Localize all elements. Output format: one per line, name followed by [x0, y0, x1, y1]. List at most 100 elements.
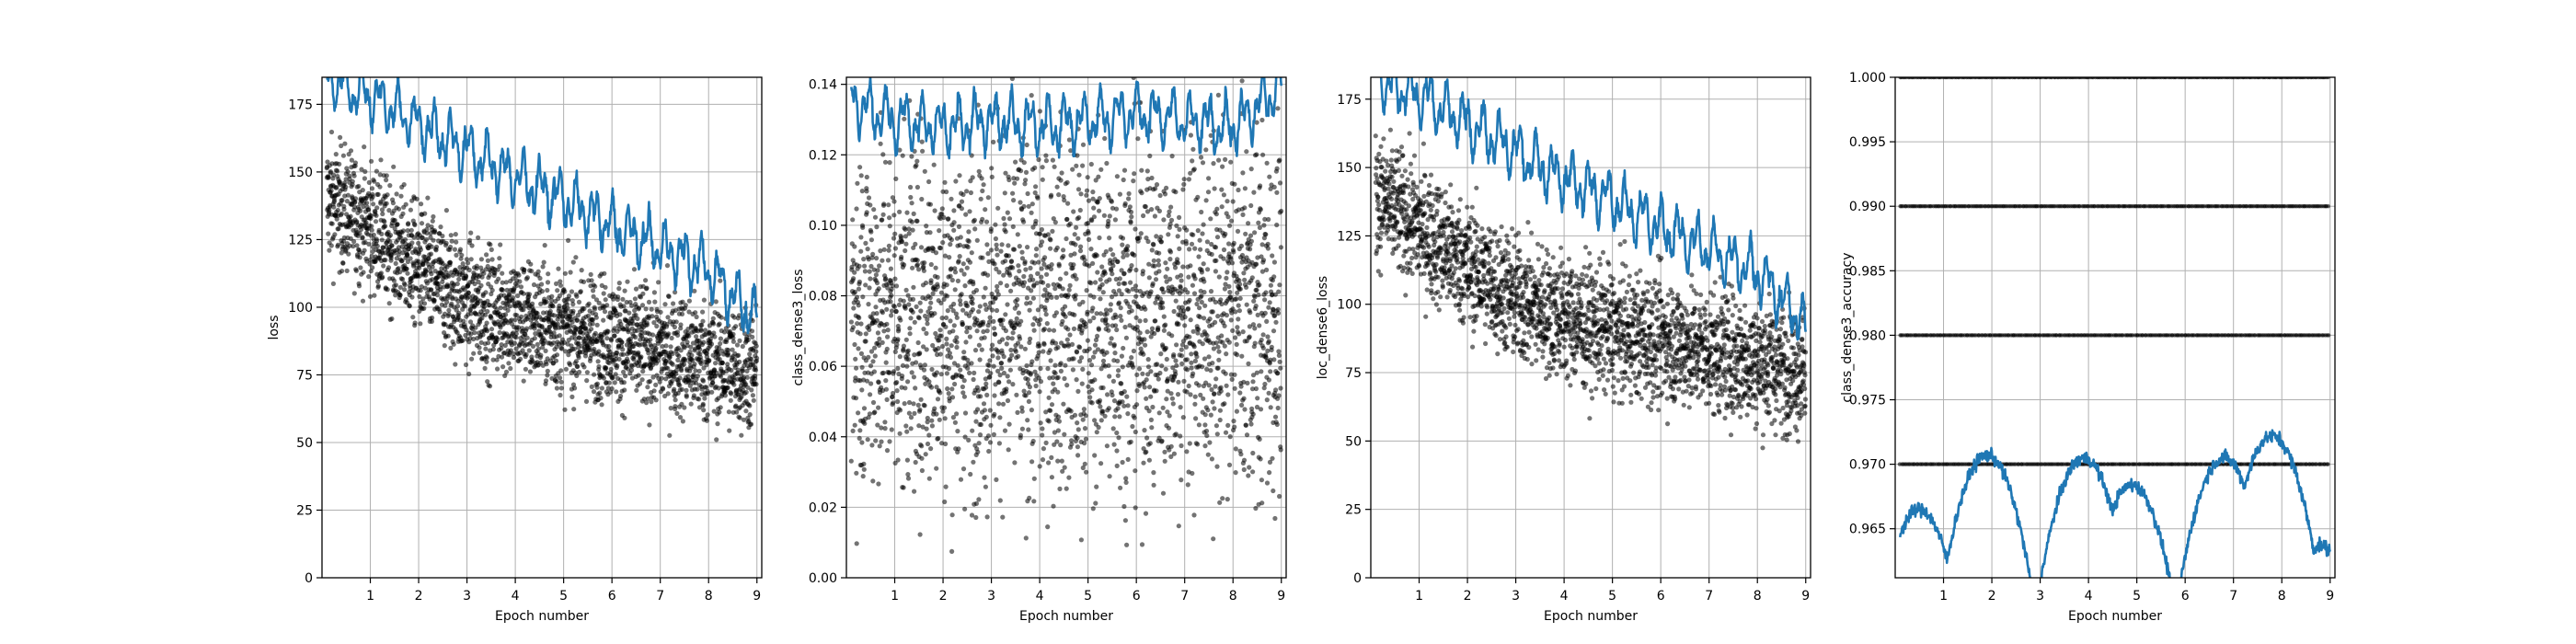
- scatter-point: [908, 316, 914, 321]
- scatter-point: [1018, 432, 1023, 438]
- scatter-point: [632, 307, 638, 314]
- scatter-point: [739, 394, 744, 399]
- scatter-point: [1144, 209, 1151, 214]
- scatter-point: [1155, 362, 1160, 367]
- scatter-point: [384, 173, 389, 178]
- scatter-point: [1200, 231, 1205, 236]
- scatter-point: [1043, 158, 1049, 164]
- scatter-point: [955, 362, 960, 368]
- scatter-point: [583, 398, 590, 404]
- scatter-point: [863, 240, 868, 246]
- x-tick-label: 3: [463, 589, 471, 604]
- scatter-point: [1212, 186, 1217, 191]
- scatter-point: [1009, 352, 1015, 358]
- scatter-point: [1087, 236, 1092, 242]
- scatter-point: [1023, 267, 1029, 272]
- scatter-point: [633, 334, 638, 340]
- scatter-point: [1106, 406, 1111, 411]
- scatter-point: [880, 152, 886, 157]
- scatter-point: [579, 268, 584, 273]
- y-tick-label: 125: [288, 233, 313, 247]
- scatter-point: [1073, 242, 1078, 247]
- scatter-point: [451, 341, 456, 347]
- scatter-point: [476, 235, 481, 240]
- scatter-point: [409, 240, 415, 246]
- y-tick-label: 0: [305, 571, 313, 586]
- scatter-point: [1179, 342, 1185, 348]
- scatter-point: [1078, 355, 1085, 361]
- scatter-point: [1220, 164, 1225, 169]
- scatter-point: [1090, 190, 1096, 195]
- scatter-point: [360, 298, 366, 304]
- x-tick-label: 2: [415, 589, 423, 604]
- scatter-point: [1195, 194, 1201, 200]
- scatter-point: [331, 172, 337, 178]
- scatter-point: [850, 217, 856, 223]
- scatter-point: [1084, 288, 1089, 293]
- scatter-point: [1015, 232, 1020, 237]
- scatter-point: [1051, 374, 1056, 380]
- scatter-point: [1190, 470, 1195, 477]
- scatter-point: [1158, 235, 1164, 240]
- scatter-point: [960, 374, 965, 380]
- scatter-point: [374, 213, 379, 218]
- scatter-point: [945, 385, 950, 392]
- scatter-point: [420, 296, 426, 302]
- scatter-point: [1168, 391, 1174, 397]
- scatter-point: [1048, 246, 1053, 251]
- scatter-point: [710, 321, 717, 327]
- scatter-point: [863, 331, 868, 337]
- scatter-point: [392, 217, 397, 224]
- scatter-point: [1216, 157, 1222, 163]
- scatter-point: [991, 318, 996, 324]
- scatter-point: [1143, 317, 1148, 323]
- scatter-point: [592, 346, 597, 352]
- scatter-point: [857, 315, 862, 321]
- scatter-point: [864, 210, 869, 215]
- scatter-point: [1149, 425, 1155, 431]
- scatter-point: [1134, 388, 1140, 394]
- scatter-point: [443, 240, 449, 246]
- scatter-point: [868, 202, 873, 208]
- scatter-point: [453, 232, 458, 237]
- scatter-point: [653, 397, 659, 403]
- scatter-point: [646, 351, 651, 356]
- scatter-point: [904, 210, 910, 215]
- scatter-point: [899, 235, 904, 240]
- scatter-point: [1096, 327, 1101, 332]
- scatter-point: [745, 385, 751, 390]
- scatter-point: [1046, 460, 1052, 466]
- scatter-point: [512, 317, 518, 323]
- scatter-point: [690, 340, 696, 346]
- scatter-point: [701, 339, 707, 345]
- scatter-point: [1037, 343, 1042, 349]
- scatter-point: [1093, 178, 1098, 183]
- scatter-point: [1092, 342, 1098, 348]
- scatter-point: [449, 238, 454, 244]
- scatter-point: [542, 243, 547, 248]
- scatter-point: [939, 316, 945, 321]
- scatter-point: [1141, 351, 1146, 357]
- scatter-point: [875, 330, 881, 336]
- scatter-point: [928, 261, 934, 268]
- scatter-point: [874, 280, 880, 286]
- scatter-point: [1218, 385, 1224, 390]
- scatter-point: [339, 198, 345, 203]
- scatter-point: [518, 356, 523, 362]
- scatter-point: [591, 288, 596, 293]
- scatter-point: [1170, 291, 1176, 296]
- scatter-point: [565, 305, 570, 311]
- scatter-point: [1124, 247, 1130, 253]
- scatter-point: [1175, 234, 1180, 239]
- scatter-point: [1034, 247, 1040, 252]
- scatter-point: [1019, 249, 1025, 255]
- scatter-point: [1206, 383, 1212, 388]
- scatter-point: [1006, 379, 1012, 385]
- scatter-point: [1114, 430, 1120, 436]
- scatter-point: [539, 282, 545, 287]
- scatter-point: [854, 541, 859, 546]
- scatter-point: [1163, 345, 1168, 351]
- scatter-point: [1041, 327, 1047, 332]
- scatter-point: [679, 311, 685, 316]
- scatter-point: [398, 235, 404, 240]
